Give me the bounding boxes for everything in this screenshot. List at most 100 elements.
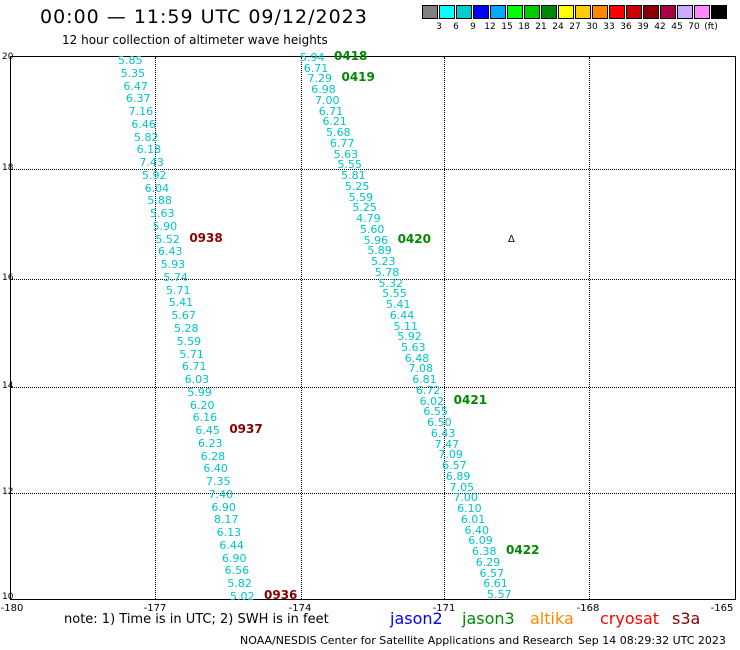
swh-value: 6.89 bbox=[445, 469, 471, 483]
swh-value: 6.40 bbox=[464, 523, 490, 537]
swh-value: 5.93 bbox=[160, 258, 186, 272]
pass-time-label: 0937 bbox=[229, 422, 263, 437]
legend-label: 15 bbox=[501, 22, 513, 32]
gridline-lat-16 bbox=[11, 279, 735, 280]
swh-value: 7.16 bbox=[128, 105, 154, 119]
swh-value: 5.96 bbox=[363, 233, 389, 247]
swh-value: 6.23 bbox=[198, 436, 223, 450]
legend-swatch bbox=[507, 5, 523, 19]
legend-label: (ft) bbox=[704, 22, 718, 32]
station-marker-icon: Δ bbox=[508, 234, 515, 245]
x-tick-label: -174 bbox=[288, 603, 312, 614]
legend-swatch bbox=[575, 5, 591, 19]
credit-text: NOAA/NESDIS Center for Satellite Applica… bbox=[240, 634, 574, 647]
swh-value: 6.02 bbox=[419, 394, 445, 408]
y-tick-label: 18 bbox=[2, 163, 14, 173]
swh-value: 4.79 bbox=[356, 212, 381, 226]
swh-value: 6.03 bbox=[184, 373, 210, 387]
swh-value: 5.63 bbox=[150, 207, 175, 221]
legend-swatch bbox=[660, 5, 676, 19]
legend-label: 45 bbox=[671, 22, 683, 32]
satellite-label-jason3: jason3 bbox=[462, 609, 515, 628]
swh-value: 5.92 bbox=[397, 330, 422, 344]
swh-value: 5.68 bbox=[326, 126, 351, 140]
gridline-lon-177 bbox=[155, 57, 156, 599]
swh-value: 6.40 bbox=[203, 462, 228, 476]
satellite-label-altika: altika bbox=[530, 609, 574, 628]
swh-value: 6.44 bbox=[389, 308, 415, 322]
gridline-lat-14 bbox=[11, 387, 735, 388]
swh-value: 6.16 bbox=[192, 411, 218, 425]
swh-value: 6.55 bbox=[423, 405, 448, 419]
pass-time-label: 0421 bbox=[453, 392, 488, 407]
legend-swatch bbox=[541, 5, 557, 19]
legend-label: 27 bbox=[569, 22, 581, 32]
swh-value: 5.74 bbox=[163, 270, 188, 284]
swh-value: 6.50 bbox=[427, 416, 452, 430]
swh-value: 5.99 bbox=[187, 385, 212, 399]
swh-value: 6.13 bbox=[216, 526, 242, 540]
legend-swatch bbox=[456, 5, 472, 19]
swh-value: 5.11 bbox=[393, 319, 419, 333]
swh-value: 6.09 bbox=[468, 534, 493, 548]
swh-value: 6.77 bbox=[329, 136, 355, 150]
legend-swatch bbox=[626, 5, 642, 19]
swh-value: 5.59 bbox=[348, 190, 374, 204]
swh-value: 5.25 bbox=[352, 201, 377, 215]
swh-value: 7.00 bbox=[453, 491, 478, 505]
swh-value: 5.90 bbox=[152, 219, 178, 233]
legend-swatch bbox=[609, 5, 625, 19]
swh-value: 6.90 bbox=[211, 500, 236, 514]
swh-value: 6.71 bbox=[182, 360, 207, 374]
legend-label: 21 bbox=[535, 22, 547, 32]
swh-value: 5.55 bbox=[382, 287, 407, 301]
swh-value: 7.05 bbox=[449, 480, 475, 494]
swh-value: 7.47 bbox=[434, 437, 460, 451]
swh-value: 6.48 bbox=[404, 351, 430, 365]
legend-label: 18 bbox=[518, 22, 530, 32]
swh-value: 6.46 bbox=[131, 117, 156, 131]
generated-timestamp: Sep 14 08:29:32 UTC 2023 bbox=[578, 634, 726, 647]
swh-value: 5.67 bbox=[171, 309, 196, 323]
swh-value: 6.01 bbox=[460, 512, 486, 526]
x-tick-label: -168 bbox=[576, 603, 600, 614]
swh-value: 5.60 bbox=[359, 222, 385, 236]
swh-value: 5.23 bbox=[371, 255, 396, 269]
legend-swatch bbox=[592, 5, 608, 19]
swh-value: 5.35 bbox=[120, 66, 146, 80]
swh-value: 7.35 bbox=[206, 475, 231, 489]
swh-value: 6.43 bbox=[430, 426, 456, 440]
swh-value: 5.82 bbox=[134, 130, 159, 144]
swh-value: 6.04 bbox=[144, 181, 170, 195]
swh-value: 7.43 bbox=[139, 156, 164, 170]
y-tick-label: 12 bbox=[2, 487, 14, 497]
swh-value: 6.57 bbox=[442, 459, 467, 473]
gridline-lat-12 bbox=[11, 493, 735, 494]
swh-value: 7.09 bbox=[438, 448, 463, 462]
legend-label: 12 bbox=[484, 22, 496, 32]
swh-value: 7.29 bbox=[307, 72, 332, 86]
legend-swatch bbox=[711, 5, 727, 19]
swh-value: 6.98 bbox=[311, 83, 336, 97]
legend-label: 24 bbox=[552, 22, 564, 32]
swh-value: 6.45 bbox=[195, 424, 220, 438]
swh-value: 5.59 bbox=[176, 334, 202, 348]
legend-label: 30 bbox=[586, 22, 598, 32]
legend-label: 70 bbox=[688, 22, 700, 32]
legend-swatch bbox=[473, 5, 489, 19]
swh-value: 6.20 bbox=[190, 398, 215, 412]
swh-value: 6.10 bbox=[457, 502, 482, 516]
y-tick-label: 14 bbox=[2, 381, 14, 391]
legend-label: 6 bbox=[453, 22, 459, 32]
x-tick-label: -180 bbox=[0, 603, 24, 614]
swh-value: 6.81 bbox=[412, 373, 437, 387]
legend-label: 9 bbox=[470, 22, 476, 32]
satellite-label-s3a: s3a bbox=[672, 609, 701, 628]
swh-value: 5.85 bbox=[118, 54, 143, 67]
map-title: 00:00 — 11:59 UTC 09/12/2023 bbox=[40, 6, 368, 28]
pass-time-label: 0936 bbox=[264, 588, 298, 602]
swh-value: 7.40 bbox=[208, 487, 234, 501]
swh-value: 5.81 bbox=[341, 169, 366, 183]
pass-time-label: 0422 bbox=[506, 543, 540, 558]
swh-value: 6.57 bbox=[479, 566, 505, 580]
